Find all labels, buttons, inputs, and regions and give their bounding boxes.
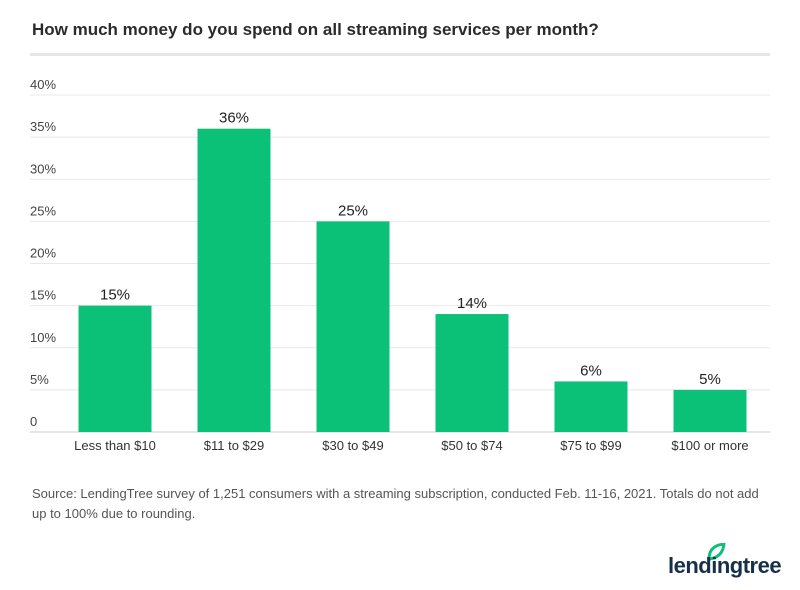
- bar: [435, 314, 509, 432]
- bar: [673, 389, 747, 432]
- bar: [78, 305, 152, 432]
- x-tick-label: Less than $10: [74, 438, 156, 453]
- y-tick-label: 15%: [30, 288, 56, 303]
- bar-chart: 0 5% 10% 15% 20% 25% 30% 35% 40% 15% Less than $10…: [30, 77, 770, 453]
- bar: [316, 221, 390, 432]
- y-tick-label: 35%: [30, 119, 56, 134]
- y-tick-label: 20%: [30, 246, 56, 261]
- y-tick-label: 5%: [30, 372, 49, 387]
- x-tick-label: $30 to $49: [322, 438, 383, 453]
- title-divider: [30, 53, 770, 56]
- x-tick-label: $100 or more: [671, 438, 748, 453]
- data-label: 25%: [338, 202, 368, 219]
- bar: [554, 381, 628, 432]
- data-label: 14%: [457, 295, 487, 312]
- logo-text: lendingtree: [668, 553, 782, 578]
- x-tick-label: $50 to $74: [441, 438, 502, 453]
- y-tick-label: 25%: [30, 203, 56, 218]
- y-tick-label: 0: [30, 414, 37, 429]
- lendingtree-logo: lendingtree: [668, 543, 782, 580]
- bar: [197, 128, 271, 432]
- data-label: 15%: [100, 287, 130, 304]
- y-tick-label: 30%: [30, 161, 56, 176]
- leaf-icon: [707, 543, 726, 561]
- y-tick-label: 40%: [30, 77, 56, 92]
- y-tick-label: 10%: [30, 330, 56, 345]
- x-tick-label: $11 to $29: [204, 438, 264, 453]
- source-note: Source: LendingTree survey of 1,251 cons…: [32, 486, 759, 521]
- chart-title: How much money do you spend on all strea…: [32, 20, 599, 39]
- x-tick-label: $75 to $99: [560, 438, 621, 453]
- data-label: 5%: [699, 371, 721, 388]
- data-label: 36%: [219, 110, 249, 127]
- data-label: 6%: [580, 362, 602, 379]
